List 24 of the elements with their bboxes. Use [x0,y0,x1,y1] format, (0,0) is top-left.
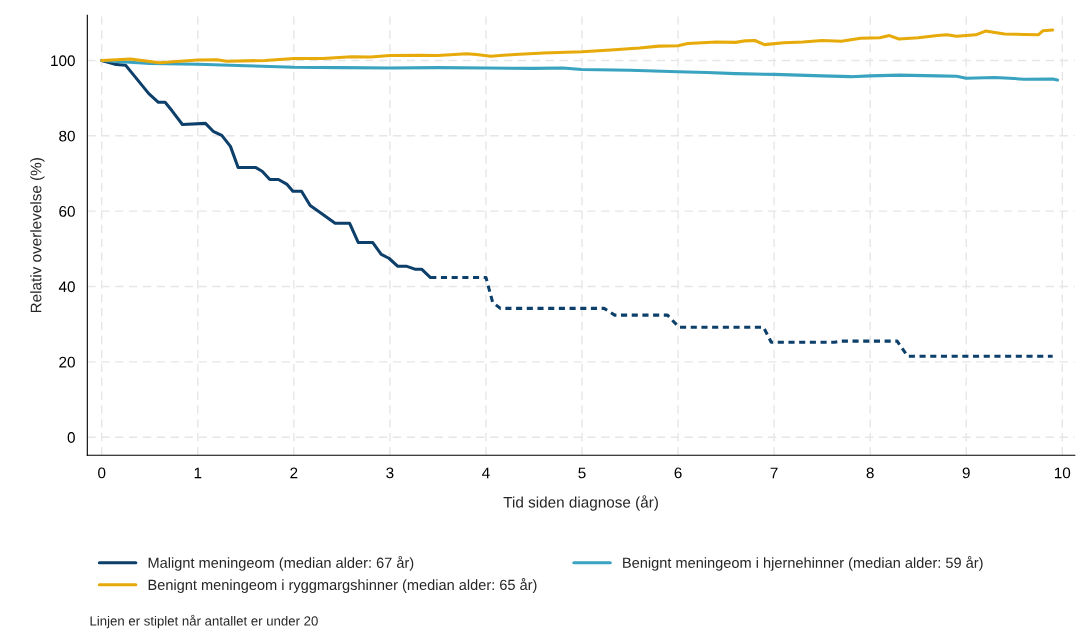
x-axis-title: Tid siden diagnose (år) [503,495,658,511]
legend-label: Malignt meningeom (median alder: 67 år) [148,556,414,571]
x-tick-label: 3 [386,467,394,479]
y-tick-label: 80 [59,130,75,142]
x-tick-label: 6 [674,467,682,479]
x-tick-label: 4 [482,467,490,479]
x-tick-label: 2 [290,467,298,479]
x-tick-label: 9 [962,467,970,479]
x-tick-label: 5 [578,467,586,479]
y-tick-label: 100 [51,55,75,67]
text: Linjen er stiplet når antallet er under 20 [90,614,318,629]
x-tick-label: 8 [866,467,874,479]
y-tick-label: 20 [59,356,75,368]
y-tick-label: 40 [58,281,75,293]
x-tick-label: 7 [770,467,778,479]
y-tick-label: 0 [67,432,75,443]
line-series [100,28,1055,65]
legend-label: Benignt meningeom i ryggmargshinner (median alder: 65 år) [148,578,537,593]
x-tick-label: 10 [1054,467,1071,479]
x-tick-label: 1 [194,467,202,479]
y-tick-label: 60 [59,206,75,217]
legend-label: Benignt meningeom i hjernehinner (median alder: 59 år) [623,556,983,571]
y-axis-title: Relativ overlevelse (%) [30,158,45,313]
x-tick-label: 0 [98,467,106,479]
